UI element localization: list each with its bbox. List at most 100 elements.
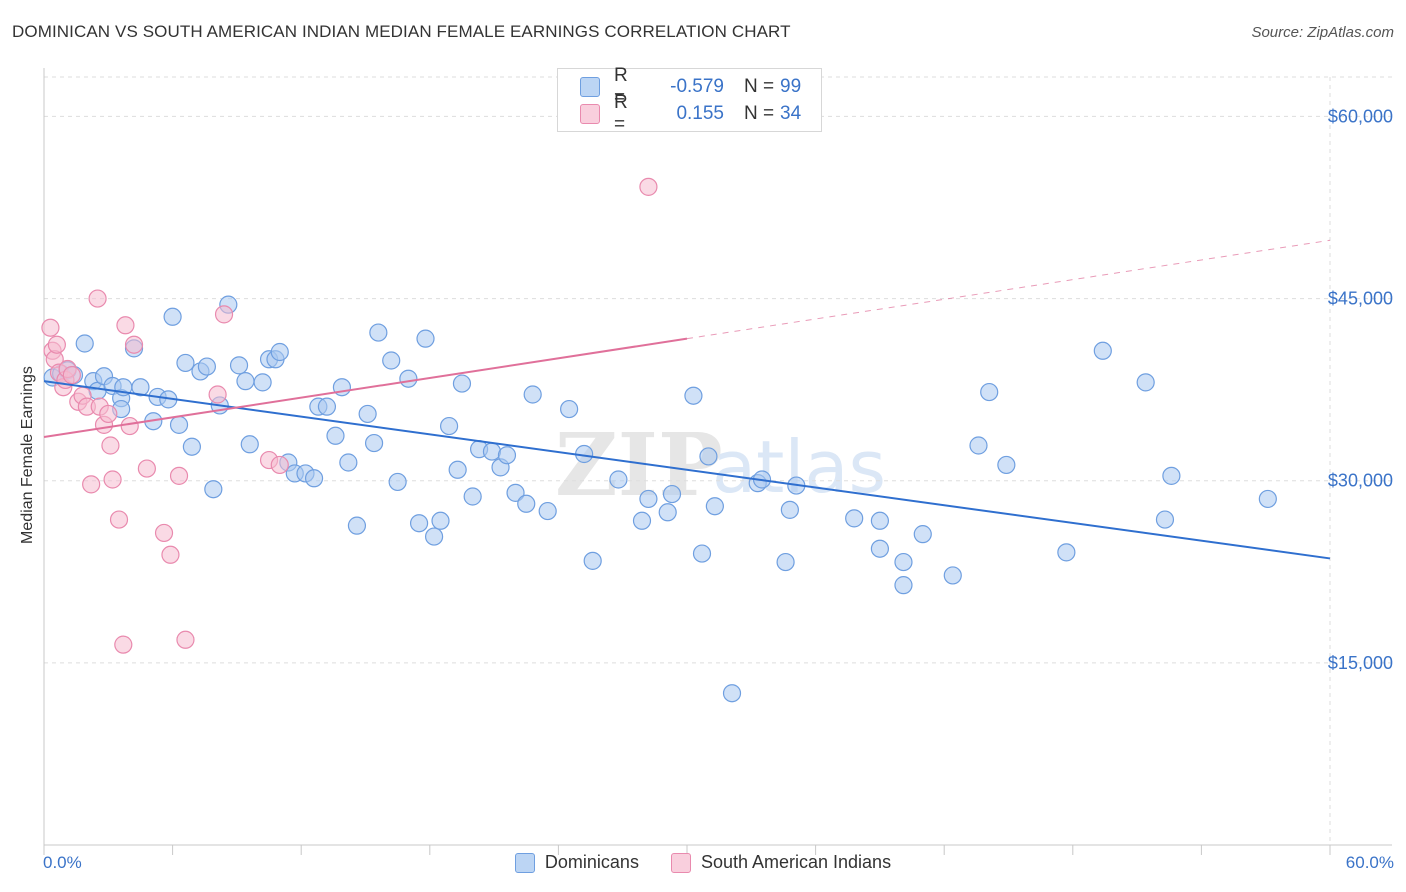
dominican-point: [347, 516, 367, 535]
south-american-indian-point: [169, 466, 189, 485]
dominican-point: [364, 433, 384, 453]
dominican-point: [240, 435, 259, 454]
dominican-trend-line: [43, 380, 1331, 560]
series-swatch-pink: [670, 852, 691, 873]
legend-r-label: R =: [614, 65, 628, 108]
dominican-point: [204, 480, 223, 499]
legend-swatch-pink: [580, 104, 600, 124]
dominican-point: [448, 460, 467, 479]
dominican-point: [236, 372, 255, 391]
dominican-point: [409, 514, 429, 533]
south-american-indian-trend-extension: [686, 239, 1331, 340]
dominican-point: [169, 415, 189, 434]
legend-swatch-blue: [580, 77, 600, 97]
dominican-point: [197, 357, 216, 376]
watermark-zip: ZIP: [555, 415, 723, 516]
south-american-indian-point: [103, 470, 122, 489]
watermark-atlas: atlas: [712, 425, 886, 509]
legend-r-value: -0.579: [670, 76, 724, 97]
dominican-point: [497, 446, 517, 465]
dominican-point: [506, 483, 525, 502]
south-american-indian-point: [116, 316, 135, 335]
dominican-point: [1258, 489, 1277, 509]
dominican-point: [894, 576, 913, 595]
legend-n-label: N =: [744, 76, 775, 97]
chart-title: DOMINICAN VS SOUTH AMERICAN INDIAN MEDIA…: [12, 22, 791, 41]
dominican-point: [416, 329, 435, 348]
dominican-point: [980, 382, 999, 402]
dominican-point: [722, 684, 742, 703]
dominican-point: [560, 399, 579, 419]
legend-row-south-american-indians: R = 0.155 N = 34: [580, 92, 802, 135]
dominican-point: [424, 527, 444, 546]
series-legend-south-american-indians: South American Indians: [670, 852, 892, 873]
x-tick-label-min: 0.0%: [43, 853, 82, 872]
dominican-point: [482, 442, 502, 461]
x-tick-label-max: 60.0%: [1345, 853, 1394, 872]
dominican-point: [1162, 466, 1181, 485]
dominican-point: [326, 426, 345, 445]
south-american-indian-point: [47, 335, 66, 354]
south-american-indian-point: [109, 510, 129, 529]
dominican-point: [431, 511, 450, 530]
series-legend-dominicans: Dominicans: [514, 852, 639, 873]
south-american-indian-point: [120, 416, 139, 436]
south-american-indian-point: [124, 335, 144, 354]
axes: [43, 68, 1392, 855]
south-american-indian-point: [639, 177, 658, 196]
south-american-indian-point: [208, 385, 227, 404]
south-american-indian-point: [41, 318, 60, 337]
y-tick-label: $30,000: [1328, 471, 1393, 491]
dominican-point: [609, 470, 628, 489]
dominican-point: [538, 501, 557, 521]
south-american-indian-point: [62, 365, 81, 385]
y-tick-label: $60,000: [1328, 106, 1393, 126]
south-american-indian-point: [137, 459, 156, 478]
dominican-point: [163, 307, 182, 326]
series-label-south-american-indians: South American Indians: [700, 852, 892, 872]
dominican-point: [632, 511, 652, 530]
dominican-point: [75, 334, 94, 353]
dominican-point: [870, 511, 890, 530]
south-american-indian-point: [154, 523, 174, 543]
legend-r-label: R =: [614, 92, 628, 135]
dominican-point: [1093, 341, 1112, 360]
dominican-point: [517, 494, 536, 513]
south-american-indian-point: [88, 289, 107, 308]
dominican-point: [699, 447, 718, 466]
series-legend: Dominicans South American Indians: [0, 852, 1406, 873]
dominican-point: [845, 509, 864, 528]
dominican-point: [358, 404, 377, 424]
south-american-indian-point: [176, 630, 195, 649]
dominican-point: [780, 500, 799, 519]
dominican-point: [870, 539, 890, 558]
legend-n-value: 34: [780, 103, 802, 124]
series-swatch-blue: [514, 852, 535, 873]
legend-n-value: 99: [780, 76, 802, 97]
dominican-point: [452, 374, 472, 393]
dominican-point: [463, 487, 482, 506]
legend-r-value: 0.155: [676, 103, 724, 124]
dominican-point: [317, 397, 337, 416]
dominican-point: [388, 472, 407, 492]
dominican-point: [270, 342, 289, 362]
south-american-indian-point: [161, 545, 180, 564]
dominican-point: [1057, 543, 1076, 562]
dominican-point: [943, 566, 962, 585]
south-american-indian-point: [82, 475, 101, 494]
data-points: [41, 177, 1277, 703]
source-label: Source: ZipAtlas.com: [1251, 24, 1394, 41]
dominican-point: [229, 356, 249, 375]
y-tick-labels: $15,000 $30,000 $45,000 $60,000: [1328, 106, 1393, 672]
dominican-point: [662, 484, 682, 504]
south-american-indian-trend-line: [43, 337, 688, 438]
south-american-indian-point: [270, 455, 289, 475]
dominican-point: [253, 373, 272, 392]
dominican-point: [684, 386, 703, 405]
dominican-point: [913, 525, 932, 544]
dominican-point: [399, 369, 418, 388]
series-label-dominicans: Dominicans: [544, 852, 639, 872]
y-tick-label: $15,000: [1328, 653, 1393, 673]
dominican-point: [969, 436, 988, 455]
